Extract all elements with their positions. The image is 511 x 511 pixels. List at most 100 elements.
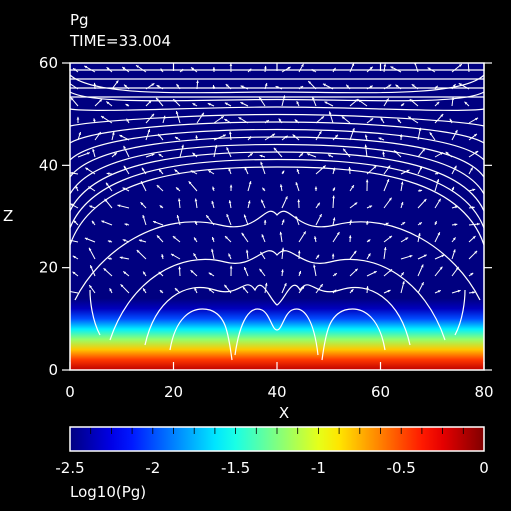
velocity-arrow-head xyxy=(159,205,163,209)
velocity-arrow-head xyxy=(333,273,337,276)
velocity-arrow-head xyxy=(477,222,480,226)
velocity-arrow-head xyxy=(206,215,209,219)
velocity-arrow-head xyxy=(156,97,159,101)
colorbar-tick-label: -2 xyxy=(145,459,160,477)
field-line xyxy=(234,308,319,356)
velocity-arrow-head xyxy=(278,118,282,122)
velocity-arrow-head xyxy=(332,67,336,71)
velocity-arrow-head xyxy=(178,266,181,270)
velocity-arrow-head xyxy=(105,182,109,186)
velocity-arrow-head xyxy=(126,118,130,122)
velocity-arrow-head xyxy=(436,172,440,175)
velocity-arrow-head xyxy=(322,165,326,169)
velocity-arrow-head xyxy=(265,120,269,123)
colorbar-ticks: -2.5 -2 -1.5 -1 -0.5 0 xyxy=(55,427,489,477)
velocity-arrow-head xyxy=(264,65,267,69)
velocity-arrow-head xyxy=(386,179,390,183)
velocity-arrow-head xyxy=(176,84,180,87)
field-line xyxy=(70,166,484,246)
velocity-arrow-head xyxy=(464,101,468,105)
velocity-arrow-head xyxy=(123,145,126,149)
velocity-arrow-head xyxy=(244,167,248,171)
velocity-arrow-head xyxy=(364,134,368,138)
velocity-arrow-head xyxy=(297,250,301,254)
velocity-arrow-head xyxy=(76,116,80,120)
velocity-arrow-head xyxy=(451,186,455,190)
field-line xyxy=(70,113,484,127)
velocity-arrow-head xyxy=(113,152,117,156)
y-tick-label: 60 xyxy=(39,54,58,72)
velocity-arrow-head xyxy=(332,187,335,191)
velocity-arrow-head xyxy=(241,232,245,236)
velocity-arrow-head xyxy=(437,290,441,293)
velocity-arrow-head xyxy=(312,96,315,100)
velocity-arrow-head xyxy=(211,248,214,252)
velocity-arrow-head xyxy=(70,171,73,175)
velocity-arrow-head xyxy=(259,97,262,101)
velocity-arrow-head xyxy=(417,232,421,236)
chart-subtitle: TIME=33.004 xyxy=(69,32,171,50)
velocity-arrow-head xyxy=(173,99,177,102)
velocity-arrow-head xyxy=(272,133,276,137)
velocity-arrow-head xyxy=(99,99,103,102)
velocity-arrow-head xyxy=(123,165,127,169)
velocity-arrow-head xyxy=(327,154,331,157)
velocity-arrow-head xyxy=(294,119,298,123)
velocity-arrow-head xyxy=(158,271,162,275)
velocity-arrow-head xyxy=(78,132,82,135)
velocity-arrow-head xyxy=(247,200,251,204)
velocity-arrow-head xyxy=(306,153,310,156)
velocity-arrow-head xyxy=(385,222,389,226)
velocity-arrow-head xyxy=(177,198,181,202)
velocity-arrow-head xyxy=(314,186,318,190)
velocity-arrow-head xyxy=(125,104,129,107)
velocity-arrow-head xyxy=(324,101,328,105)
velocity-arrow-head xyxy=(346,84,350,88)
velocity-arrow xyxy=(70,290,79,294)
velocity-arrow-head xyxy=(72,271,76,275)
velocity-arrow-head xyxy=(452,249,456,253)
velocity-arrow-head xyxy=(473,133,477,137)
velocity-arrow-head xyxy=(224,236,228,239)
velocity-arrow-head xyxy=(475,117,479,121)
velocity-arrow-head xyxy=(388,84,392,88)
velocity-arrow-head xyxy=(453,165,457,169)
velocity-arrow-head xyxy=(242,286,246,290)
y-axis-label: Z xyxy=(3,207,13,225)
velocity-arrow-head xyxy=(194,287,197,291)
x-tick-label: 0 xyxy=(65,383,75,401)
velocity-arrow-head xyxy=(117,204,121,208)
velocity-arrow-head xyxy=(122,67,126,70)
velocity-arrow-head xyxy=(308,81,312,84)
velocity-arrow-head xyxy=(260,161,263,165)
velocity-arrow-head xyxy=(445,151,449,155)
velocity-arrow-head xyxy=(151,83,155,86)
field-line xyxy=(70,91,484,102)
velocity-arrow-head xyxy=(174,288,178,291)
velocity-arrow-head xyxy=(195,135,199,139)
velocity-arrow-head xyxy=(451,97,455,100)
velocity-arrow-head xyxy=(348,166,351,170)
colorbar-tick-label: -1.5 xyxy=(221,459,250,477)
velocity-arrow-head xyxy=(201,112,204,116)
velocity-arrow-head xyxy=(208,272,212,276)
velocity-arrow-head xyxy=(275,86,279,89)
velocity-arrow-head xyxy=(240,85,244,89)
velocity-arrow-head xyxy=(88,186,92,190)
field-line xyxy=(70,106,484,111)
velocity-arrow-head xyxy=(84,237,88,241)
velocity-arrow-head xyxy=(471,206,475,209)
velocity-arrow-head xyxy=(440,114,444,117)
velocity-arrow-head xyxy=(160,68,164,72)
velocity-arrow-head xyxy=(343,148,346,152)
velocity-arrow-head xyxy=(322,83,326,87)
velocity-arrow-head xyxy=(191,67,195,71)
velocity-arrow-head xyxy=(124,84,127,88)
field-line xyxy=(144,284,411,346)
velocity-arrow-head xyxy=(380,117,384,121)
velocity-arrow-head xyxy=(224,119,228,122)
velocity-arrow-head xyxy=(170,253,174,257)
velocity-arrow xyxy=(467,63,470,73)
velocity-arrow-head xyxy=(383,247,387,250)
